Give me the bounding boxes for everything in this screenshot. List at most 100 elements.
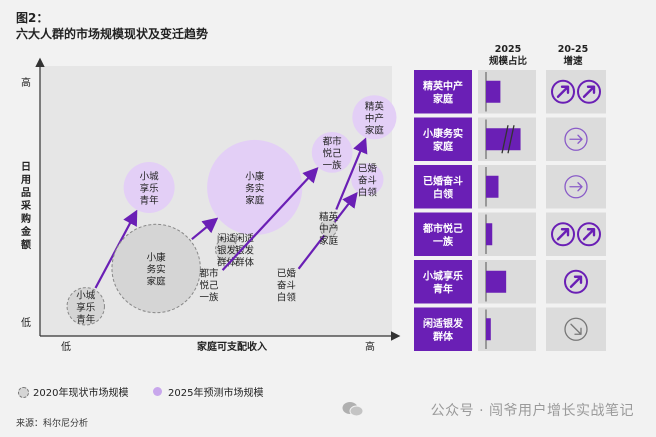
share-header-line-1: 2025: [494, 44, 522, 55]
source-note: 来源：科尔尼分析: [16, 419, 89, 429]
down-growth-icon: [564, 317, 588, 341]
flat-growth-icon: [564, 175, 588, 199]
up-double-growth-icon: [564, 269, 588, 294]
segment-label-cell: [414, 212, 472, 256]
segment-label-cell: [414, 70, 472, 114]
married_worker-2025-label: 白领: [358, 186, 378, 198]
segment-label-text: 家庭: [433, 92, 454, 105]
married_worker-2020-label: 白领: [277, 292, 297, 304]
silver-2020-label: 闲适: [217, 234, 237, 245]
xiaokang-2020-label: 务实: [147, 264, 166, 276]
silver-2020-bubble: [215, 238, 239, 262]
segment-label-text: 白领: [433, 187, 453, 200]
legend-2025-swatch: [153, 387, 162, 396]
axis-break-mark: [507, 125, 515, 154]
x-tick-low: 低: [61, 340, 71, 353]
share-bar: [486, 80, 501, 103]
xiaokang-2020-label: 小康: [147, 252, 167, 264]
married_worker-2020-label: 已婚: [277, 268, 297, 280]
married_worker-2025-bubble: [351, 163, 384, 196]
segment-label-cell: [414, 260, 472, 304]
urban_joy-2020-label: 都市: [199, 268, 219, 280]
x-axis-label: 家庭可支配收入: [197, 340, 267, 353]
xiaokang-2025-label: 小康: [245, 171, 265, 183]
segment-label-cell: [414, 117, 472, 161]
flat-growth-icon: [564, 127, 588, 151]
elite-2020-label: 精英: [319, 211, 339, 223]
elite-2020-label: 中产: [319, 223, 338, 235]
silver-2020-label: 银发: [217, 245, 237, 257]
share-column-header: 2025 规模占比: [478, 44, 538, 68]
share-bar: [486, 318, 491, 341]
segment-label-text: 家庭: [433, 140, 454, 153]
y-tick-high: 高: [21, 76, 31, 89]
elite-2025-label: 家庭: [365, 124, 385, 136]
up-double-arrow-glyph: [556, 228, 570, 241]
watermark: 公众号 · 闯爷用户增长实战笔记: [430, 403, 634, 419]
share-header-line-2: 规模占比: [488, 56, 527, 67]
growth-header-line-2: 增速: [563, 56, 583, 67]
figure-label: 图2：: [16, 11, 49, 25]
urban_joy-2025-label: 都市: [323, 135, 343, 147]
elite-2020-bubble: [319, 219, 338, 237]
segment-label-text: 一族: [433, 235, 454, 248]
silver-2025-label: 群体: [235, 257, 255, 269]
up-double-arrow-glyph: [582, 228, 596, 241]
urban_joy-2020-label: 悦己: [199, 280, 219, 292]
share-bar: [486, 223, 493, 246]
small_town_youth-2020-label: 享乐: [76, 301, 96, 313]
up-double-growth-icon: [577, 222, 601, 247]
small_town_youth-2025-label: 青年: [140, 195, 160, 207]
segment-label-text: 小康务实: [422, 127, 463, 140]
xiaokang-2020-label: 家庭: [147, 276, 167, 288]
down-arrow-glyph: [570, 323, 582, 335]
share-bar: [486, 270, 507, 293]
xiaokang-trend-arrow: [191, 217, 219, 241]
married_worker-2025-label: 奋斗: [358, 174, 377, 186]
flat-arrow-glyph: [569, 182, 583, 192]
legend-2025-label: 2025年预测市场规模: [168, 388, 264, 399]
segment-label-cell: [414, 307, 472, 351]
urban_joy-trend-arrow: [221, 167, 319, 271]
y-axis-label-char: 额: [21, 238, 31, 251]
y-tick-low: 低: [21, 316, 31, 329]
segment-label-text: 都市悦己: [422, 222, 463, 235]
legend-2020-label: 2020年现状市场规模: [33, 388, 129, 399]
up-double-growth-icon: [577, 79, 601, 104]
wechat-icon: [342, 402, 364, 417]
growth-cell: [546, 70, 606, 114]
segment-label-text: 小城享乐: [422, 269, 463, 282]
bubble-plot: 高低低 高家庭可支配收入日用品采购金额小城享乐青年小城享乐青年小康务实家庭小康务实…: [20, 57, 401, 353]
xiaokang-2025-label: 家庭: [245, 195, 265, 207]
small_town_youth-2025-label: 享乐: [140, 183, 160, 195]
segment-label-text: 精英中产: [423, 79, 463, 92]
axis-break-mark: [501, 125, 509, 154]
elite-trend-arrow: [335, 137, 368, 210]
xiaokang-2020-bubble: [111, 223, 201, 314]
married_worker-2025-label: 已婚: [358, 162, 378, 174]
small_town_youth-2020-label: 青年: [76, 313, 96, 325]
share-bar: [486, 175, 499, 198]
xiaokang-2025-label: 务实: [245, 183, 264, 195]
urban_joy-2025-bubble: [311, 132, 353, 173]
small_town_youth-2025-label: 小城: [140, 172, 160, 183]
small_town_youth-2020-bubble: [66, 287, 105, 326]
y-axis-label-char: 采: [20, 199, 31, 212]
flat-arrow-glyph: [569, 134, 583, 144]
segment-label-text: 群体: [433, 330, 454, 343]
urban_joy-2025-label: 一族: [323, 159, 343, 171]
elite-2025-bubble: [352, 95, 397, 140]
elite-2025-label: 中产: [365, 112, 384, 124]
silver-2025-label: 闲适: [235, 234, 255, 245]
urban_joy-2020-label: 一族: [199, 292, 219, 304]
legend-2020-swatch: [18, 387, 29, 398]
up-double-growth-icon: [551, 79, 575, 104]
growth-header-line-1: 20-25: [557, 44, 589, 55]
silver-2025-label: 银发: [235, 245, 255, 257]
y-axis-label-char: 品: [21, 187, 31, 199]
growth-column-header: 20-25 增速: [543, 44, 603, 68]
segment-label-text: 青年: [433, 282, 453, 295]
segment-label-text: 闲适银发: [423, 317, 464, 330]
